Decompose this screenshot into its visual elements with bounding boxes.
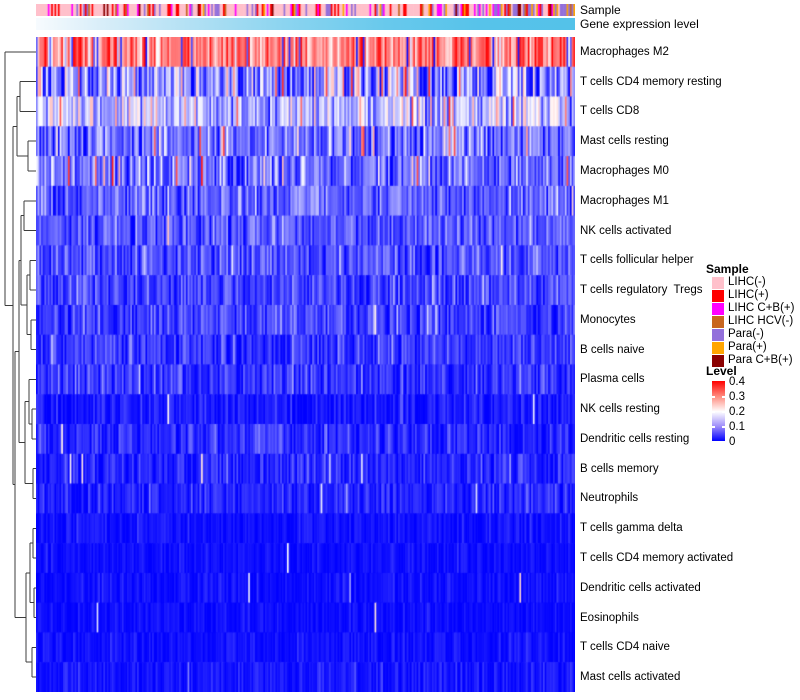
row-label: T cells regulatory Tregs — [580, 284, 703, 297]
legend-item: LIHC HCV(-) — [706, 315, 800, 328]
level-tick-mark — [722, 426, 725, 428]
heatmap-canvas — [36, 37, 575, 692]
sample-legend-items: LIHC(-) LIHC(+) LIHC C+B(+) LIHC HCV(-) Para… — [706, 276, 800, 367]
row-label: Plasma cells — [580, 373, 645, 386]
level-tick-mark — [712, 426, 715, 428]
row-label-column: Macrophages M2 T cells CD4 memory resting… — [580, 37, 798, 692]
legend-item-label: Para C+B(+) — [728, 354, 793, 366]
row-label: Macrophages M2 — [580, 45, 669, 58]
sample-legend-title: Sample — [706, 262, 749, 276]
level-tick-mark — [712, 411, 715, 413]
gene-expression-annotation-bar — [36, 18, 575, 30]
row-dendrogram — [4, 51, 36, 678]
row-label: Eosinophils — [580, 611, 639, 624]
gene-expression-annotation-label: Gene expression level — [580, 17, 699, 31]
row-label: Macrophages M1 — [580, 194, 669, 207]
legend-swatch — [712, 354, 724, 367]
row-label: NK cells resting — [580, 403, 660, 416]
legend-swatch — [712, 328, 724, 341]
row-label: T cells CD4 naive — [580, 641, 670, 654]
level-tick-label: 0.1 — [729, 420, 745, 433]
legend-swatch — [712, 289, 724, 302]
legend-item-label: LIHC C+B(+) — [728, 302, 795, 314]
level-tick-label: 0.2 — [729, 405, 745, 418]
level-tick-mark — [722, 396, 725, 398]
legend-item-label: Para(-) — [728, 328, 764, 340]
sample-legend: Sample LIHC(-) LIHC(+) LIHC C+B(+) LIHC HCV… — [706, 262, 800, 367]
legend-item: Para C+B(+) — [706, 354, 800, 367]
row-label: B cells naive — [580, 343, 645, 356]
level-tick-mark — [722, 411, 725, 413]
row-label: T cells CD4 memory resting — [580, 75, 722, 88]
row-label: T cells CD4 memory activated — [580, 552, 734, 565]
row-label: T cells CD8 — [580, 105, 640, 118]
row-label: Mast cells resting — [580, 135, 669, 148]
row-label: Monocytes — [580, 313, 636, 326]
legend-item-label: LIHC(-) — [728, 276, 766, 288]
level-tick-mark — [722, 441, 725, 443]
row-label: Mast cells activated — [580, 671, 681, 684]
row-label: Dendritic cells activated — [580, 581, 701, 594]
row-label: T cells gamma delta — [580, 522, 683, 535]
legend-swatch — [712, 276, 724, 289]
level-tick-label: 0.4 — [729, 375, 745, 388]
level-tick-label: 0.3 — [729, 390, 745, 403]
level-tick-label: 0 — [729, 435, 736, 448]
legend-swatch — [712, 341, 724, 354]
legend-item-label: LIHC(+) — [728, 289, 769, 301]
level-colorbar — [712, 381, 725, 441]
legend-item: Para(-) — [706, 328, 800, 341]
level-legend: Level 0.4 0.3 0.2 0.1 0 — [706, 364, 800, 447]
legend-item: LIHC(-) — [706, 276, 800, 289]
sample-annotation-bar — [36, 4, 575, 16]
legend-item-label: Para(+) — [728, 341, 767, 353]
legend-item-label: LIHC HCV(-) — [728, 315, 794, 327]
row-label: T cells follicular helper — [580, 254, 694, 267]
legend-swatch — [712, 302, 724, 315]
legend-item: LIHC C+B(+) — [706, 302, 800, 315]
legend-item: Para(+) — [706, 341, 800, 354]
row-label: B cells memory — [580, 462, 659, 475]
level-tick-mark — [712, 441, 715, 443]
row-label: Dendritic cells resting — [580, 432, 690, 445]
legend-swatch — [712, 315, 724, 328]
row-label: NK cells activated — [580, 224, 672, 237]
row-label: Neutrophils — [580, 492, 639, 505]
row-label: Macrophages M0 — [580, 164, 669, 177]
level-tick-mark — [712, 396, 715, 398]
sample-annotation-label: Sample — [580, 3, 621, 17]
level-legend-title: Level — [706, 364, 737, 378]
legend-item: LIHC(+) — [706, 289, 800, 302]
